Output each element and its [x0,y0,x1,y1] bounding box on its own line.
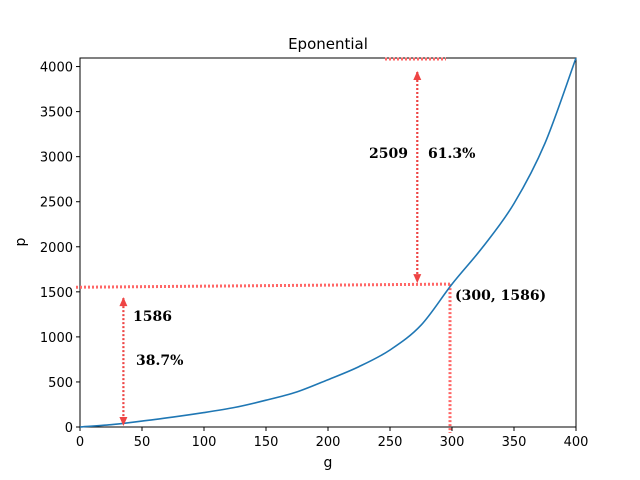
y-axis-ticks: 0 500 1000 1500 2000 2500 3000 3500 4000 [40,61,80,436]
y-tick-label: 500 [48,376,73,391]
y-tick-label: 2000 [40,241,73,256]
x-tick-label: 50 [134,435,151,450]
data-series-line [79,57,577,428]
x-axis-ticks: 0 50 100 150 200 250 300 350 400 [76,427,589,450]
x-tick-label: 400 [564,435,589,450]
y-tick-label: 3000 [40,151,73,166]
chart-title: Eponential [288,35,368,53]
y-tick-label: 4000 [40,61,73,76]
upper-percent-label: 61.3% [428,146,475,162]
x-tick-label: 150 [254,435,279,450]
lower-percent-label: 38.7% [136,353,183,369]
x-axis-label: g [324,455,333,471]
x-tick-label: 200 [316,435,341,450]
upper-arrow-head-top [413,71,422,80]
upper-value-label: 2509 [369,146,408,162]
y-tick-label: 3500 [40,106,73,121]
y-tick-label: 0 [65,421,73,436]
horizontal-reference-line [75,282,453,289]
y-tick-label: 1000 [40,331,73,346]
y-tick-label: 1500 [40,286,73,301]
x-tick-label: 100 [192,435,217,450]
lower-value-label: 1586 [133,309,172,325]
y-axis-label: p [13,237,29,246]
x-tick-label: 300 [440,435,465,450]
y-tick-label: 2500 [40,196,73,211]
lower-arrow-head-top [119,297,128,307]
highlight-point-label: (300, 1586) [455,288,546,304]
x-tick-label: 250 [378,435,403,450]
x-tick-label: 0 [76,435,84,450]
upper-arrow-head-bottom [413,274,422,284]
x-tick-label: 350 [502,435,527,450]
lower-arrow-head-bottom [119,417,128,426]
plot-area [79,57,577,428]
